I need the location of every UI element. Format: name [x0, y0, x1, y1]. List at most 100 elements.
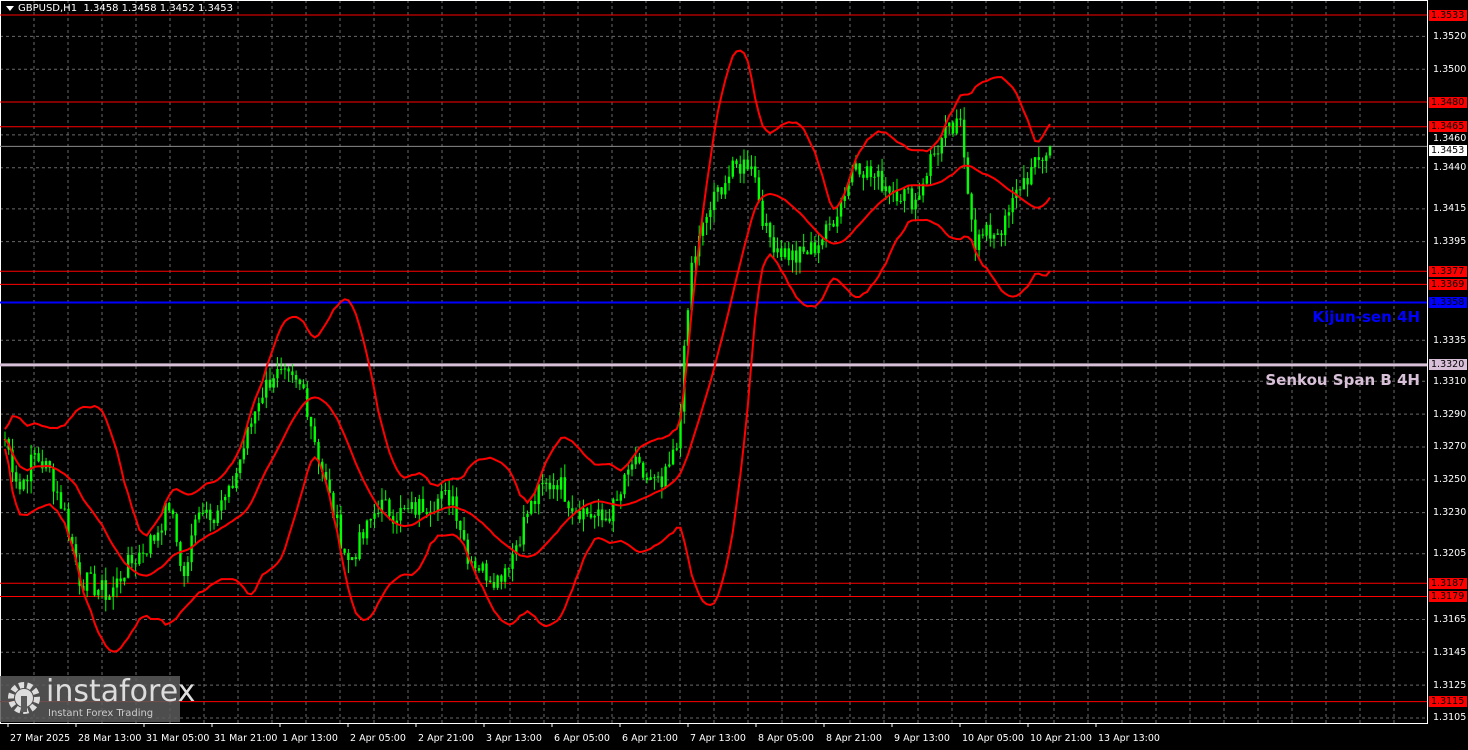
candle-body: [925, 175, 929, 184]
candle-body: [156, 532, 160, 541]
candle-body: [220, 500, 223, 511]
time-tick-label: 10 Apr 05:00: [962, 733, 1024, 744]
candle-body: [530, 501, 533, 514]
candle-body: [70, 536, 74, 545]
candle-body: [41, 461, 44, 469]
candle-body: [836, 216, 839, 227]
candle-body: [776, 248, 779, 253]
candle-body: [242, 448, 246, 460]
time-tick-label: 28 Mar 13:00: [78, 733, 142, 744]
candle-body: [862, 174, 865, 178]
candle-body: [253, 411, 257, 424]
candle-body: [477, 568, 481, 571]
candle-body: [112, 587, 115, 597]
candle-body: [712, 191, 716, 211]
candle-body: [134, 563, 137, 565]
candle-body: [321, 461, 324, 473]
candle-body: [537, 484, 540, 505]
candle-body: [380, 499, 384, 514]
candle-body: [645, 477, 649, 480]
candle-body: [615, 499, 619, 501]
current-price-tag: 1.3453: [1429, 145, 1467, 157]
candle-body: [522, 517, 525, 545]
candle-body: [238, 459, 242, 474]
candle-body: [324, 472, 328, 480]
candle-body: [298, 379, 302, 385]
candle-body: [705, 216, 708, 223]
price-tick-label: 1.3205: [1433, 548, 1467, 560]
candle-body: [880, 170, 884, 192]
candle-body: [970, 193, 973, 220]
level-price-tag: 1.3187: [1429, 577, 1467, 589]
dropdown-triangle-icon[interactable]: [6, 5, 14, 11]
price-tick-label: 1.3460: [1433, 133, 1467, 145]
candle-body: [563, 477, 567, 502]
ohlc-readout: 1.3458 1.3458 1.3452 1.3453: [83, 3, 233, 14]
candle-body: [343, 548, 346, 553]
candle-body: [265, 379, 268, 398]
price-tick-label: 1.3105: [1433, 712, 1467, 724]
time-tick-label: 13 Apr 13:00: [1098, 733, 1160, 744]
candle-body: [668, 464, 671, 467]
candle-body: [989, 224, 992, 239]
candle-body: [903, 189, 906, 201]
candle-body: [358, 532, 361, 560]
candle-body: [921, 183, 925, 196]
candle-body: [347, 552, 350, 560]
candle-body: [951, 122, 955, 134]
candle-body: [466, 539, 469, 564]
candle-body: [571, 508, 574, 512]
candle-body: [33, 453, 37, 455]
candle-body: [981, 234, 985, 236]
level-price-tag: 1.3377: [1429, 265, 1467, 277]
candle-body: [268, 379, 272, 388]
price-tick-label: 1.3230: [1433, 507, 1467, 519]
candle-body: [97, 589, 100, 596]
candle-body: [518, 544, 522, 546]
candle-body: [403, 507, 406, 509]
candle-body: [948, 122, 951, 127]
candle-body: [795, 250, 798, 263]
candle-body: [175, 514, 178, 543]
candle-body: [272, 378, 275, 388]
candle-body: [93, 573, 96, 596]
candle-body: [675, 448, 678, 450]
candle-body: [623, 474, 626, 495]
level-price-tag: 1.3465: [1429, 121, 1467, 133]
candle-body: [787, 248, 790, 261]
candle-body: [679, 411, 682, 449]
bollinger-middle: [4, 164, 1051, 577]
candle-body: [996, 233, 999, 235]
candle-body: [690, 262, 693, 311]
candle-body: [168, 502, 171, 511]
candle-body: [869, 166, 873, 177]
candle-body: [608, 518, 611, 522]
candle-body: [597, 509, 600, 516]
candle-body: [865, 166, 869, 178]
candle-body: [119, 578, 122, 582]
candle-body: [1007, 212, 1011, 216]
candle-body: [906, 188, 910, 190]
candle-body: [488, 580, 492, 582]
price-tick-label: 1.3270: [1433, 441, 1467, 453]
price-tick-label: 1.3415: [1433, 203, 1467, 215]
candle-body: [108, 596, 111, 600]
candle-body: [197, 512, 201, 520]
chart-title: GBPUSD,H1 1.3458 1.3458 1.3452 1.3453: [6, 3, 233, 14]
candle-body: [701, 222, 705, 236]
candle-body: [399, 507, 402, 521]
candle-body: [436, 498, 440, 512]
candle-body: [612, 499, 615, 522]
level-price-tag: 1.3533: [1429, 9, 1467, 21]
candle-body: [854, 163, 858, 170]
candle-body: [1022, 178, 1026, 190]
candle-body: [37, 453, 40, 462]
candle-body: [985, 224, 988, 236]
kijun-sen-label: Kijun-sen 4H: [1312, 308, 1420, 327]
candle-body: [940, 138, 943, 154]
candle-body: [421, 498, 425, 513]
candle-body: [847, 182, 850, 197]
candle-body: [309, 416, 313, 427]
candle-body: [809, 242, 813, 255]
